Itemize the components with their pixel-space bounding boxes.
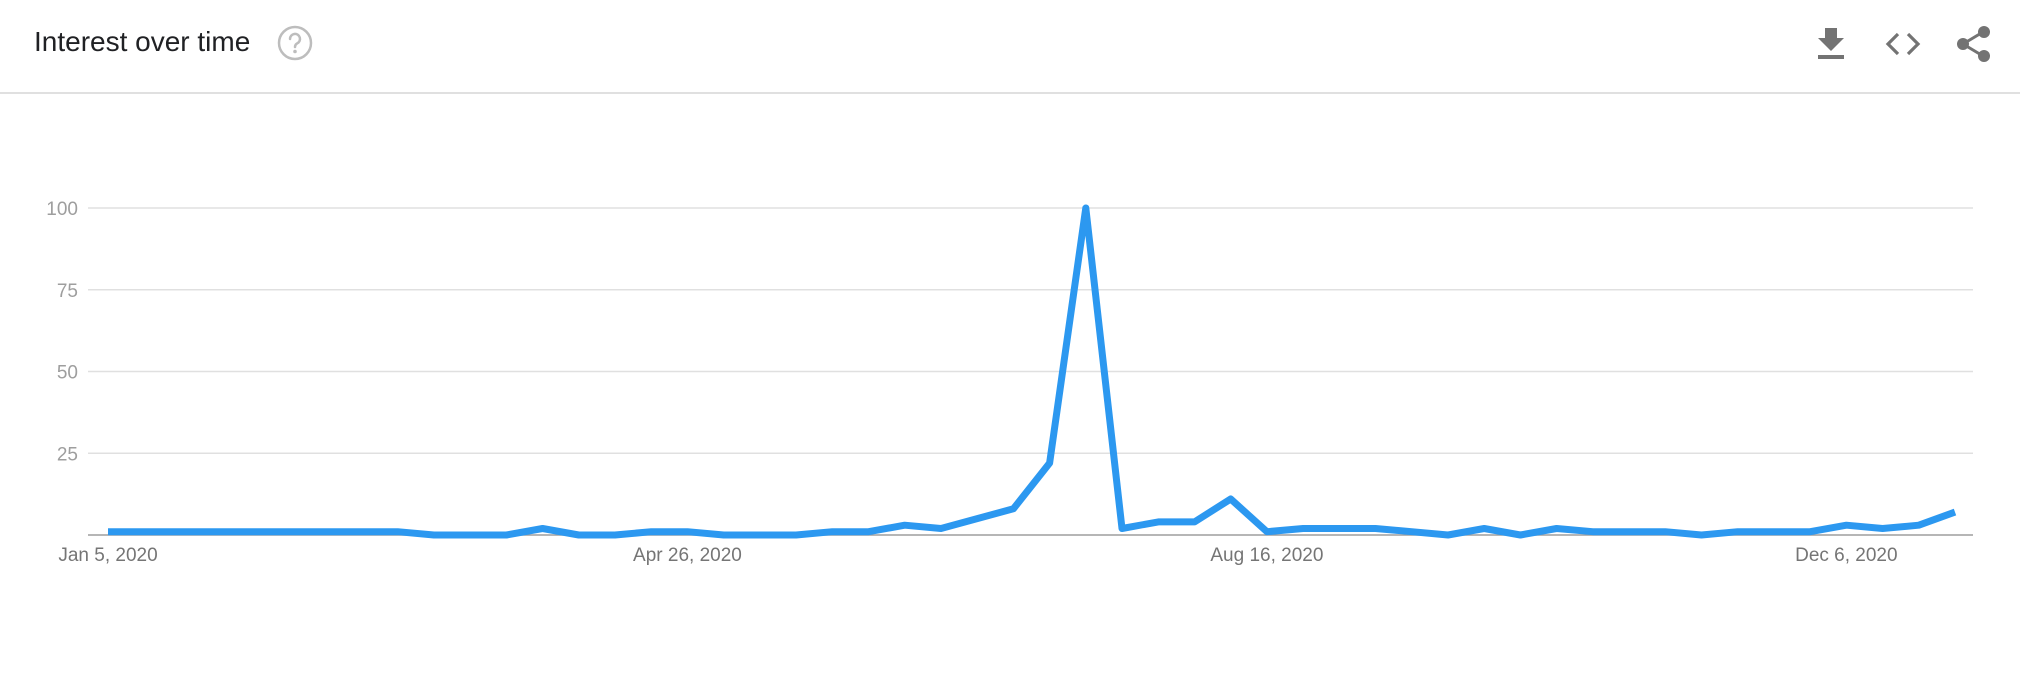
help-circle-icon[interactable]	[276, 24, 314, 62]
data-point[interactable]	[684, 529, 690, 535]
data-point[interactable]	[1771, 529, 1777, 535]
data-point[interactable]	[938, 525, 944, 531]
data-point[interactable]	[1807, 529, 1813, 535]
data-point[interactable]	[1228, 496, 1234, 502]
share-icon[interactable]	[1953, 24, 1993, 64]
data-point[interactable]	[974, 516, 980, 522]
data-point[interactable]	[1010, 506, 1016, 512]
data-point[interactable]	[1119, 525, 1125, 531]
chart-area: 25 50 75 100 Jan 5, 2020 Apr 26, 2020 Aug 16, …	[0, 94, 2020, 680]
data-point[interactable]	[1626, 529, 1632, 535]
data-point[interactable]	[503, 532, 509, 538]
x-tick-label: Apr 26, 2020	[633, 545, 742, 566]
data-point[interactable]	[866, 529, 872, 535]
chart-header: Interest over time	[0, 0, 2020, 94]
data-point[interactable]	[1191, 519, 1197, 525]
data-point[interactable]	[540, 525, 546, 531]
data-point[interactable]	[1336, 525, 1342, 531]
data-point[interactable]	[1300, 525, 1306, 531]
x-tick-label: Aug 16, 2020	[1210, 545, 1323, 566]
data-point[interactable]	[1952, 509, 1958, 515]
data-point[interactable]	[1409, 529, 1415, 535]
y-tick-label: 50	[57, 363, 78, 384]
data-point[interactable]	[1264, 529, 1270, 535]
code-icon[interactable]	[1883, 24, 1923, 64]
data-point[interactable]	[1517, 532, 1523, 538]
y-tick-label: 100	[46, 199, 78, 220]
data-point[interactable]	[1916, 522, 1922, 528]
data-point[interactable]	[829, 529, 835, 535]
interest-line-chart: 25 50 75 100 Jan 5, 2020 Apr 26, 2020 Aug 16, …	[46, 199, 1973, 566]
data-point[interactable]	[214, 529, 220, 535]
x-tick-label: Jan 5, 2020	[58, 545, 157, 566]
data-point[interactable]	[1155, 519, 1161, 525]
y-tick-label: 75	[57, 281, 78, 302]
data-point[interactable]	[177, 529, 183, 535]
data-point[interactable]	[1735, 529, 1741, 535]
data-point[interactable]	[757, 532, 763, 538]
data-point[interactable]	[1843, 522, 1849, 528]
data-point[interactable]	[1662, 529, 1668, 535]
x-tick-label: Dec 6, 2020	[1795, 545, 1897, 566]
data-point[interactable]	[1880, 525, 1886, 531]
data-point[interactable]	[105, 529, 111, 535]
y-tick-label: 25	[57, 444, 78, 465]
data-point[interactable]	[1373, 525, 1379, 531]
data-point[interactable]	[1698, 532, 1704, 538]
data-point[interactable]	[1481, 525, 1487, 531]
data-point[interactable]	[1083, 205, 1089, 211]
data-point[interactable]	[467, 532, 473, 538]
download-icon[interactable]	[1811, 24, 1851, 64]
data-point[interactable]	[612, 532, 618, 538]
chart-title: Interest over time	[34, 26, 251, 57]
series-line	[108, 204, 1957, 539]
data-point[interactable]	[576, 532, 582, 538]
data-point[interactable]	[395, 529, 401, 535]
data-point[interactable]	[250, 529, 256, 535]
data-point[interactable]	[1554, 525, 1560, 531]
data-point[interactable]	[141, 529, 147, 535]
data-point[interactable]	[286, 529, 292, 535]
data-point[interactable]	[902, 522, 908, 528]
data-point[interactable]	[322, 529, 328, 535]
data-point[interactable]	[431, 532, 437, 538]
data-point[interactable]	[648, 529, 654, 535]
data-point[interactable]	[1590, 529, 1596, 535]
data-point[interactable]	[721, 532, 727, 538]
data-point[interactable]	[793, 532, 799, 538]
data-point[interactable]	[359, 529, 365, 535]
data-point[interactable]	[1445, 532, 1451, 538]
data-point[interactable]	[1047, 460, 1053, 466]
